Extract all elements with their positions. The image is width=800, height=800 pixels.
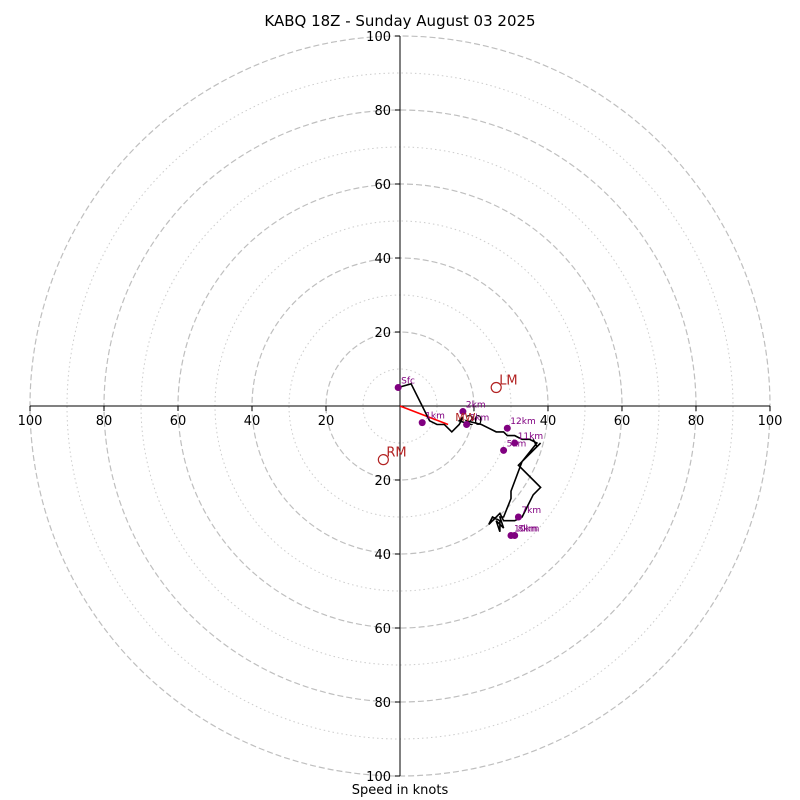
y-tick-label: 20: [374, 326, 391, 341]
height-marker-5km: [500, 446, 508, 454]
height-marker-label-1km: 1km: [425, 412, 445, 422]
height-marker-1km: [418, 419, 426, 427]
height-marker-label-Sfc: Sfc: [401, 377, 415, 387]
height-marker-label-11km: 11km: [518, 432, 543, 442]
x-tick-label: 80: [688, 414, 705, 429]
x-tick-label: 100: [18, 414, 43, 429]
y-tick-label: 100: [366, 30, 391, 45]
height-marker-2km: [459, 408, 467, 416]
storm-motion-layer: LM RM: [377, 374, 518, 466]
storm-motion-marker-RM: [377, 454, 389, 466]
y-tick-label: 40: [374, 548, 391, 563]
mean-wind-label: MW: [455, 411, 475, 424]
x-tick-label: 60: [170, 414, 187, 429]
x-tick-label: 40: [540, 414, 557, 429]
height-marker-7km: [514, 513, 522, 521]
x-tick-label: 40: [244, 414, 261, 429]
chart-title: KABQ 18Z - Sunday August 03 2025: [264, 12, 536, 30]
y-tick-label: 60: [374, 622, 391, 637]
y-tick-label: 60: [374, 178, 391, 193]
height-marker-label-10km: 10km: [514, 525, 539, 535]
height-marker-10km: [507, 532, 515, 539]
shear-vector-layer: [399, 405, 449, 426]
shear-vector-line: [399, 405, 449, 426]
wind-profile-line: [397, 382, 542, 533]
x-tick-label: 20: [318, 414, 335, 429]
height-markers-layer: Sfc1km2km3km5km7km8km10km11km12kmMW: [394, 377, 543, 539]
storm-motion-marker-LM: [490, 381, 502, 394]
x-tick-label: 100: [758, 414, 783, 429]
height-marker-label-7km: 7km: [521, 506, 541, 516]
height-marker-3km: [463, 421, 471, 428]
y-tick-label: 100: [366, 770, 391, 785]
height-marker-label-8km: 8km: [518, 525, 538, 535]
y-tick-label: 80: [374, 696, 391, 711]
y-tick-label: 40: [374, 252, 391, 267]
x-axis-label: Speed in knots: [351, 783, 449, 798]
height-marker-12km: [503, 424, 511, 432]
x-tick-label: 60: [614, 414, 631, 429]
wind-profile-layer: [397, 382, 542, 533]
height-marker-11km: [511, 439, 519, 447]
height-marker-label-2km: 2km: [466, 401, 486, 411]
storm-motion-label-RM: RM: [386, 446, 406, 461]
y-tick-label: 20: [374, 474, 391, 489]
height-marker-label-12km: 12km: [510, 417, 535, 427]
storm-motion-label-LM: LM: [499, 374, 517, 389]
y-tick-label: 80: [374, 104, 391, 119]
height-marker-Sfc: [394, 384, 402, 391]
x-tick-label: 80: [96, 414, 113, 429]
height-marker-label-3km: 3km: [470, 414, 490, 424]
